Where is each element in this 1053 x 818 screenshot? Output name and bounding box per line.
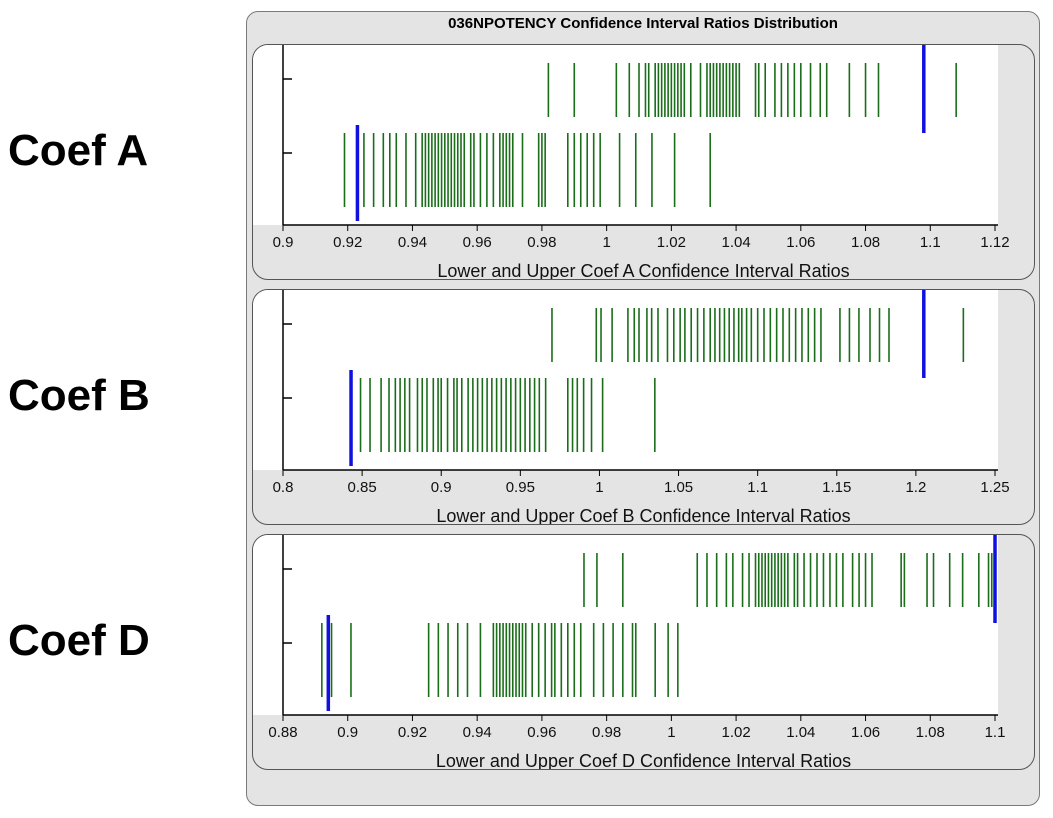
coef-b-x-tick-label: 1.15 [822, 479, 851, 496]
coef-d-x-tick-label: 1.04 [786, 724, 815, 741]
coef-d-x-tick-label: 0.96 [527, 724, 556, 741]
coef-d-x-tick-label: 0.9 [337, 724, 358, 741]
coef-b-x-tick-label: 0.95 [506, 479, 535, 496]
coef-a-x-tick-label: 1 [602, 234, 610, 251]
coef-a-x-tick-label: 0.9 [273, 234, 294, 251]
coef-d-plot-area [253, 535, 998, 715]
coef-b-plot: 0.8 0.85 0.9 0.95 1 1.05 1.1 1.15 1.2 1.25 [253, 290, 1010, 496]
coef-a-x-tick-label: 1.04 [721, 234, 750, 251]
coef-d-x-tick-label: 1.06 [851, 724, 880, 741]
coef-b-x-axis-label: Lower and Upper Coef B Confidence Interv… [436, 506, 851, 525]
coef-d-plot: 0.88 0.9 0.92 0.94 0.96 0.98 1 1.02 1.04 1.06 1.08… [253, 535, 1006, 741]
coef-b-x-tick-label: 1.05 [664, 479, 693, 496]
coef-d-x-tick-label: 0.88 [268, 724, 297, 741]
coef-b-x-tick-label: 1.25 [980, 479, 1009, 496]
coef-d-x-tick-label: 1.08 [916, 724, 945, 741]
coef-d-x-axis-label: Lower and Upper Coef D Confidence Interv… [435, 751, 852, 770]
row-label-coef-b: Coef B [8, 371, 150, 420]
coef-d-x-tick-label: 1 [667, 724, 675, 741]
coef-a-x-tick-label: 0.96 [463, 234, 492, 251]
coef-d-x-tick-label: 1.1 [985, 724, 1006, 741]
coef-d-x-tick-label: 0.92 [398, 724, 427, 741]
coef-a-x-tick-label: 1.06 [786, 234, 815, 251]
coef-a-panel: 0.9 0.92 0.94 0.96 0.98 1 1.02 1.04 1.06 1.08 1.1 1… [252, 44, 1035, 280]
coef-b-x-tick-label: 0.9 [431, 479, 452, 496]
row-label-coef-a: Coef A [8, 126, 149, 175]
coef-b-x-tick-label: 1 [595, 479, 603, 496]
coef-d-x-tick-label: 0.94 [463, 724, 492, 741]
coef-a-x-tick-label: 0.92 [333, 234, 362, 251]
coef-d-x-tick-label: 0.98 [592, 724, 621, 741]
coef-b-x-tick-label: 0.8 [273, 479, 294, 496]
coef-a-x-tick-label: 1.02 [657, 234, 686, 251]
row-label-coef-d: Coef D [8, 616, 150, 665]
coef-d-panel: 0.88 0.9 0.92 0.94 0.96 0.98 1 1.02 1.04 1.06 1.08… [252, 534, 1035, 770]
coef-b-x-tick-label: 1.2 [905, 479, 926, 496]
coef-a-plot-area [253, 45, 998, 225]
coef-a-x-tick-label: 0.94 [398, 234, 427, 251]
coef-a-x-tick-label: 1.12 [980, 234, 1009, 251]
chart-title: 036NPOTENCY Confidence Interval Ratios D… [448, 15, 838, 32]
coef-b-x-tick-label: 1.1 [747, 479, 768, 496]
coef-a-x-tick-label: 0.98 [527, 234, 556, 251]
coef-b-plot-area [253, 290, 998, 470]
coef-a-x-axis-label: Lower and Upper Coef A Confidence Interv… [437, 261, 850, 280]
coef-a-x-tick-label: 1.08 [851, 234, 880, 251]
coef-d-x-tick-label: 1.02 [721, 724, 750, 741]
coef-b-panel: 0.8 0.85 0.9 0.95 1 1.05 1.1 1.15 1.2 1.25 Lower … [252, 289, 1035, 525]
coef-a-plot: 0.9 0.92 0.94 0.96 0.98 1 1.02 1.04 1.06 1.08 1.1 1… [253, 45, 1010, 251]
coef-a-x-tick-label: 1.1 [920, 234, 941, 251]
coef-b-x-tick-label: 0.85 [348, 479, 377, 496]
